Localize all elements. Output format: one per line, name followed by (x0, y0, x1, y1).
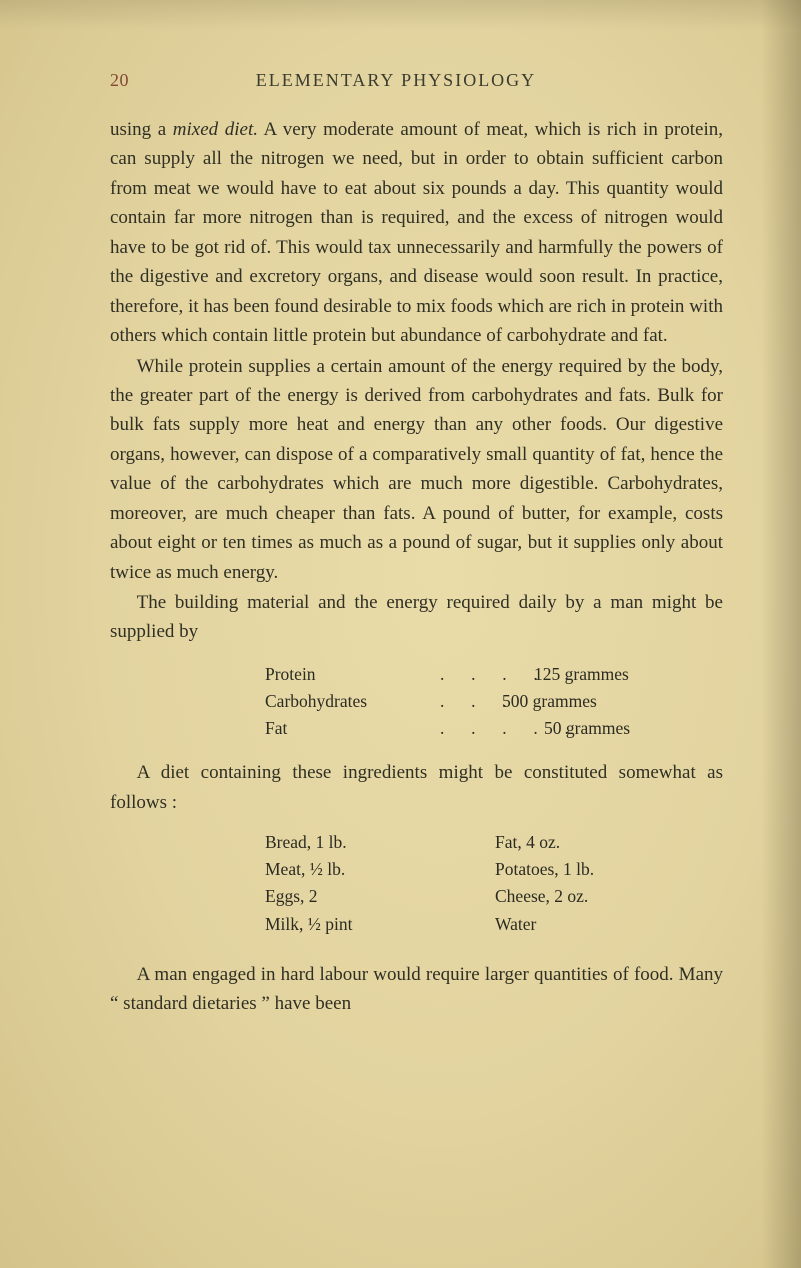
p1-lead: using a (110, 119, 173, 140)
p3-text: The building material and the energy req… (110, 592, 723, 642)
req-dots: . . . (440, 688, 498, 715)
req-value: 500 grammes (498, 688, 597, 715)
req-value: 125 grammes (530, 661, 629, 688)
diet-list: Bread, 1 lb. Meat, ½ lb. Eggs, 2 Milk, ½… (110, 829, 723, 938)
diet-col-left: Bread, 1 lb. Meat, ½ lb. Eggs, 2 Milk, ½… (110, 829, 455, 938)
diet-item: Meat, ½ lb. (265, 856, 455, 883)
page-number: 20 (110, 70, 129, 91)
page-header: 20 ELEMENTARY PHYSIOLOGY (110, 70, 723, 91)
diet-col-right: Fat, 4 oz. Potatoes, 1 lb. Cheese, 2 oz.… (455, 829, 594, 938)
page-shadow-top (0, 0, 801, 30)
paragraph-3: The building material and the energy req… (110, 588, 723, 647)
paragraph-5: A man engaged in hard labour would requi… (110, 960, 723, 1019)
page-shadow-right (761, 0, 801, 1268)
paragraph-2: While protein supplies a certain amount … (110, 352, 723, 588)
p4-text: A diet containing these ingredients migh… (110, 762, 723, 812)
req-dots: . . . . . (440, 715, 530, 742)
requirements-list: Protein . . . . . 125 grammes Carbohydra… (110, 661, 723, 742)
req-label: Carbohydrates (110, 688, 440, 715)
req-label: Protein (110, 661, 440, 688)
diet-item: Potatoes, 1 lb. (495, 856, 594, 883)
diet-item: Bread, 1 lb. (265, 829, 455, 856)
p2-text: While protein supplies a certain amount … (110, 356, 723, 583)
req-value: 50 grammes (530, 715, 630, 742)
req-label: Fat (110, 715, 440, 742)
p1-rest: A very moderate amount of meat, which is… (110, 119, 723, 346)
p1-italic: mixed diet. (173, 119, 258, 140)
requirements-row-carbs: Carbohydrates . . . 500 grammes (110, 688, 723, 715)
p5-text: A man engaged in hard labour would requi… (110, 964, 723, 1014)
paragraph-4: A diet containing these ingredients migh… (110, 758, 723, 817)
paragraph-1: using a mixed diet. A very moderate amou… (110, 115, 723, 351)
requirements-row-protein: Protein . . . . . 125 grammes (110, 661, 723, 688)
requirements-row-fat: Fat . . . . . 50 grammes (110, 715, 723, 742)
diet-item: Water (495, 911, 594, 938)
diet-item: Cheese, 2 oz. (495, 883, 594, 910)
diet-item: Milk, ½ pint (265, 911, 455, 938)
diet-item: Fat, 4 oz. (495, 829, 594, 856)
req-dots: . . . . . (440, 661, 530, 688)
diet-item: Eggs, 2 (265, 883, 455, 910)
book-page: 20 ELEMENTARY PHYSIOLOGY using a mixed d… (0, 0, 801, 1268)
running-head: ELEMENTARY PHYSIOLOGY (256, 70, 536, 91)
